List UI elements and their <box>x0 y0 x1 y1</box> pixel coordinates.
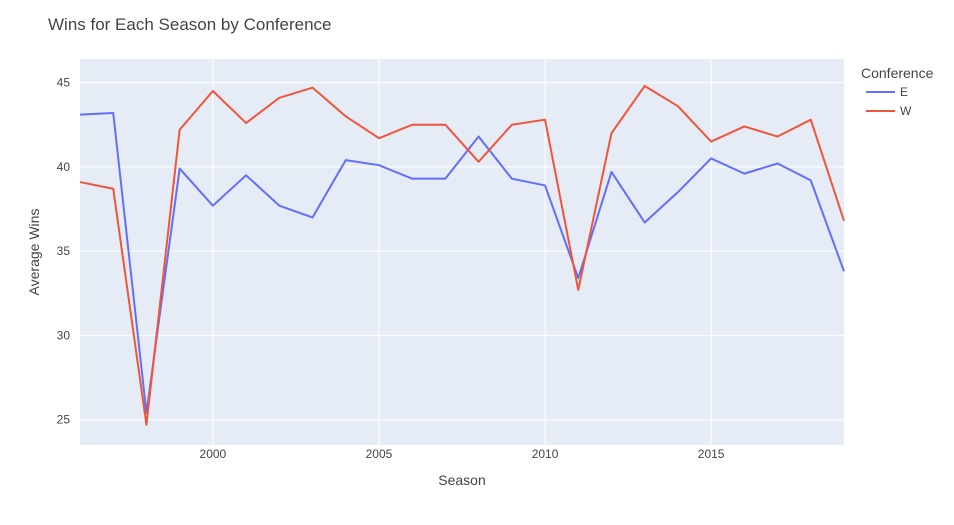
x-tick-label: 2005 <box>366 447 393 461</box>
x-tick-label: 2000 <box>200 447 227 461</box>
y-tick-label: 45 <box>57 76 71 90</box>
x-tick-label: 2015 <box>698 447 725 461</box>
y-tick-label: 40 <box>57 160 71 174</box>
x-tick-label: 2010 <box>532 447 559 461</box>
plot-area <box>80 59 844 445</box>
chart-title: Wins for Each Season by Conference <box>48 15 331 34</box>
legend-title: Conference <box>861 65 934 81</box>
legend-item-W[interactable]: W <box>900 104 912 118</box>
series-line-W <box>79 84 845 426</box>
y-tick-labels: 25 30 35 40 45 <box>57 76 71 427</box>
legend[interactable]: Conference EW <box>861 65 934 118</box>
series-layer <box>79 84 845 426</box>
legend-item-E[interactable]: E <box>900 85 908 99</box>
y-tick-label: 35 <box>57 244 71 258</box>
x-tick-labels: 2000 2005 2010 2015 <box>200 447 725 461</box>
x-axis-title: Season <box>438 472 485 488</box>
x-gridlines <box>212 59 712 445</box>
y-axis-title: Average Wins <box>26 209 42 296</box>
y-tick-label: 25 <box>57 413 71 427</box>
series-line-E <box>79 111 845 414</box>
y-tick-label: 30 <box>57 328 71 342</box>
y-gridlines <box>80 82 844 421</box>
